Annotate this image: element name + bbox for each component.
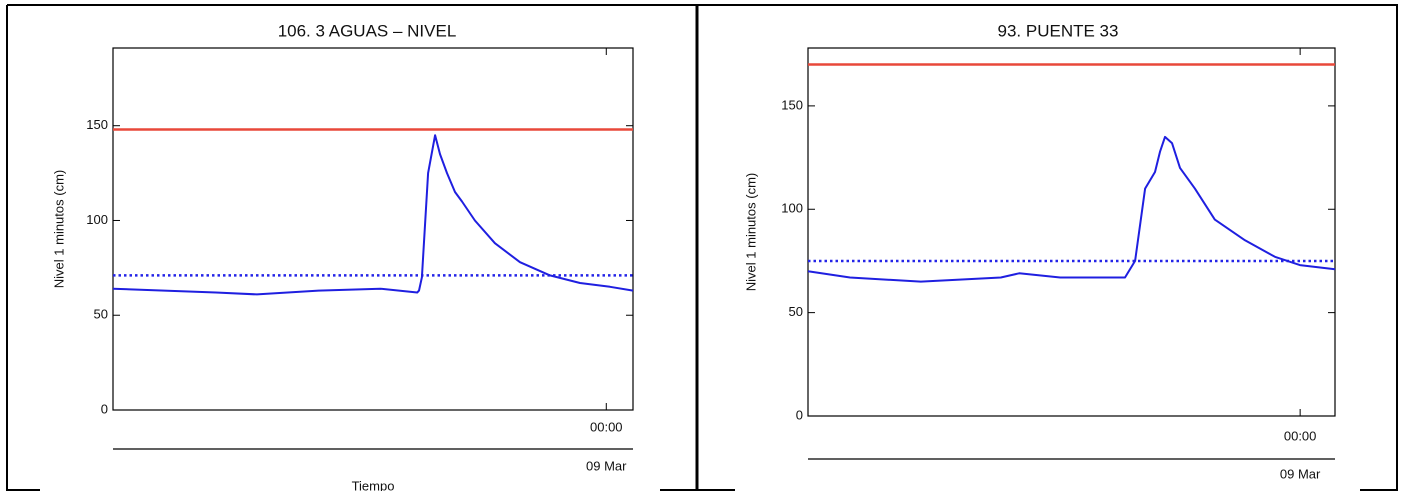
y-tick-label: 0 [796, 407, 803, 422]
chart-title: 93. PUENTE 33 [998, 21, 1119, 40]
y-tick-label: 150 [781, 97, 803, 112]
date-label: 09 Mar [1280, 466, 1321, 481]
y-tick-label: 0 [101, 401, 108, 416]
y-tick-label: 50 [789, 304, 803, 319]
series-line [112, 134, 634, 296]
date-label: 09 Mar [586, 458, 627, 473]
y-axis-label: Nivel 1 minutos (cm) [743, 173, 758, 291]
x-axis-label: Tiempo [352, 478, 395, 491]
series-line [807, 135, 1336, 283]
plot-area [807, 47, 1336, 417]
y-tick-label: 150 [86, 117, 108, 132]
y-axis-label: Nivel 1 minutos (cm) [51, 170, 66, 288]
plot-area [112, 47, 634, 411]
x-tick-label: 00:00 [590, 419, 623, 434]
frame [6, 4, 1398, 491]
y-tick-label: 100 [86, 212, 108, 227]
chart-title: 106. 3 AGUAS – NIVEL [278, 21, 457, 40]
y-tick-label: 50 [94, 307, 108, 322]
x-tick-label: 00:00 [1284, 428, 1317, 443]
y-tick-label: 100 [781, 201, 803, 216]
